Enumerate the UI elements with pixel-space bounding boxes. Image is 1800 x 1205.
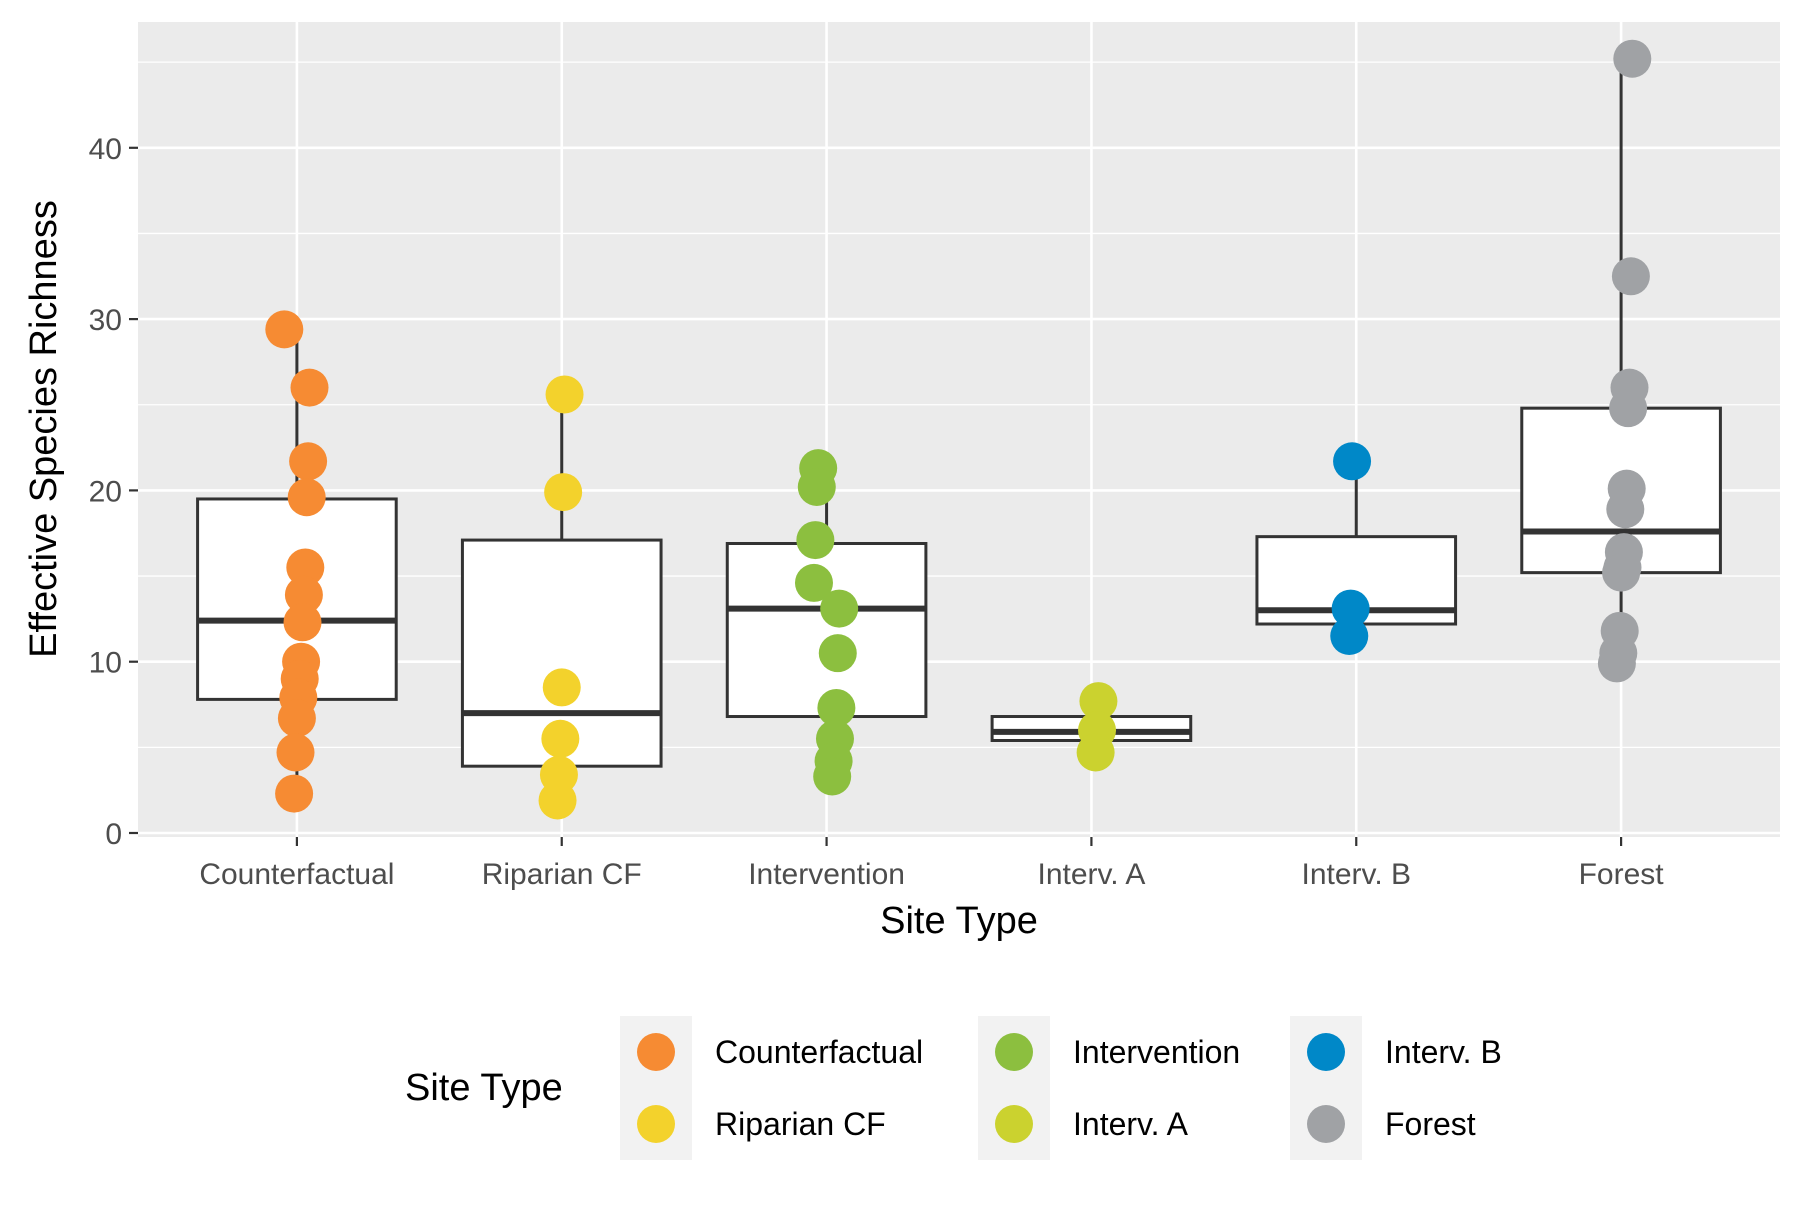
point-interv-b xyxy=(1331,589,1370,628)
point-forest xyxy=(1597,644,1636,683)
point-riparian-cf xyxy=(542,668,581,707)
point-counterfactual xyxy=(265,310,304,349)
point-intervention xyxy=(796,521,835,560)
legend-swatch xyxy=(1307,1033,1345,1071)
y-axis-title: Effective Species Richness xyxy=(23,200,65,658)
point-interv-a xyxy=(1076,733,1115,772)
legend-label: Intervention xyxy=(1073,1034,1240,1070)
legend-label: Forest xyxy=(1385,1106,1476,1142)
point-counterfactual xyxy=(283,603,322,642)
grid-minor xyxy=(138,61,1780,748)
point-counterfactual xyxy=(284,575,323,614)
point-intervention xyxy=(813,757,852,796)
point-counterfactual xyxy=(290,368,329,407)
legend: Site Type Counterfactual Riparian CF Inter… xyxy=(405,1016,1502,1160)
legend-label: Riparian CF xyxy=(715,1106,886,1142)
legend-swatch xyxy=(637,1105,675,1143)
point-interv-a xyxy=(1079,682,1118,721)
legend-title: Site Type xyxy=(405,1067,563,1109)
y-tick-label: 20 xyxy=(89,475,122,508)
point-forest xyxy=(1611,257,1650,296)
data-points xyxy=(265,39,1652,820)
point-interv-b xyxy=(1330,617,1369,656)
point-counterfactual xyxy=(276,733,315,772)
legend-label: Interv. B xyxy=(1385,1034,1502,1070)
point-counterfactual xyxy=(289,442,328,481)
y-axis: 0 10 20 30 40 xyxy=(89,133,138,851)
legend-swatch xyxy=(995,1105,1033,1143)
x-tick-label: Forest xyxy=(1579,858,1665,891)
y-tick-label: 10 xyxy=(89,647,122,680)
point-forest xyxy=(1606,490,1645,529)
legend-swatch xyxy=(637,1033,675,1071)
legend-swatch xyxy=(995,1033,1033,1071)
legend-label: Interv. A xyxy=(1073,1106,1189,1142)
point-riparian-cf xyxy=(538,781,577,820)
point-forest xyxy=(1602,553,1641,592)
legend-keys: Counterfactual Riparian CF Intervention Int… xyxy=(620,1016,1502,1160)
point-counterfactual xyxy=(286,548,325,587)
point-riparian-cf xyxy=(544,473,583,512)
x-axis-title: Site Type xyxy=(880,900,1038,942)
point-intervention xyxy=(817,688,856,727)
point-intervention xyxy=(820,589,859,628)
point-forest xyxy=(1613,39,1652,78)
x-tick-label: Interv. B xyxy=(1302,858,1411,891)
x-axis: Counterfactual Riparian CF Intervention Int… xyxy=(199,837,1664,891)
point-riparian-cf xyxy=(541,719,580,758)
y-tick-label: 30 xyxy=(89,304,122,337)
point-interv-b xyxy=(1333,442,1372,481)
x-tick-label: Counterfactual xyxy=(199,858,394,891)
point-counterfactual xyxy=(277,699,316,738)
point-intervention xyxy=(794,563,833,602)
point-counterfactual xyxy=(275,774,314,813)
point-counterfactual xyxy=(287,478,326,517)
point-intervention xyxy=(797,467,836,506)
x-tick-label: Riparian CF xyxy=(482,858,642,891)
legend-label: Counterfactual xyxy=(715,1034,923,1070)
point-riparian-cf xyxy=(545,375,584,414)
point-forest xyxy=(1609,389,1648,428)
x-tick-label: Interv. A xyxy=(1038,858,1146,891)
point-intervention xyxy=(818,634,857,673)
y-tick-label: 40 xyxy=(89,133,122,166)
legend-swatch xyxy=(1307,1105,1345,1143)
x-tick-label: Intervention xyxy=(748,858,905,891)
y-tick-label: 0 xyxy=(105,818,122,851)
plot-panel xyxy=(138,22,1780,837)
